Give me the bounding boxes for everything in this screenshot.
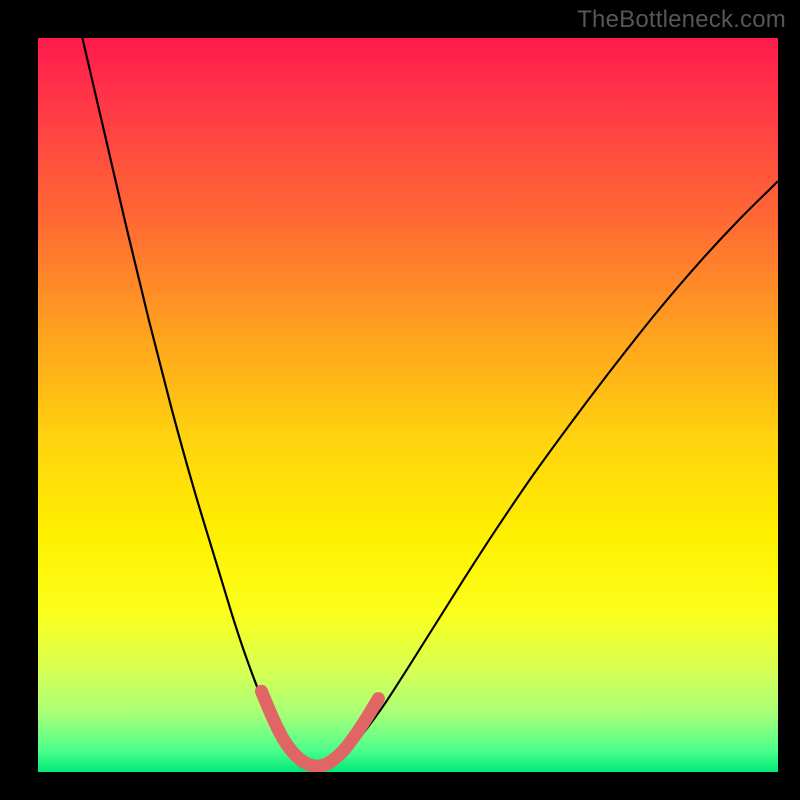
chart-frame: TheBottleneck.com (0, 0, 800, 800)
plot-area (38, 38, 778, 772)
watermark-text: TheBottleneck.com (577, 6, 786, 34)
